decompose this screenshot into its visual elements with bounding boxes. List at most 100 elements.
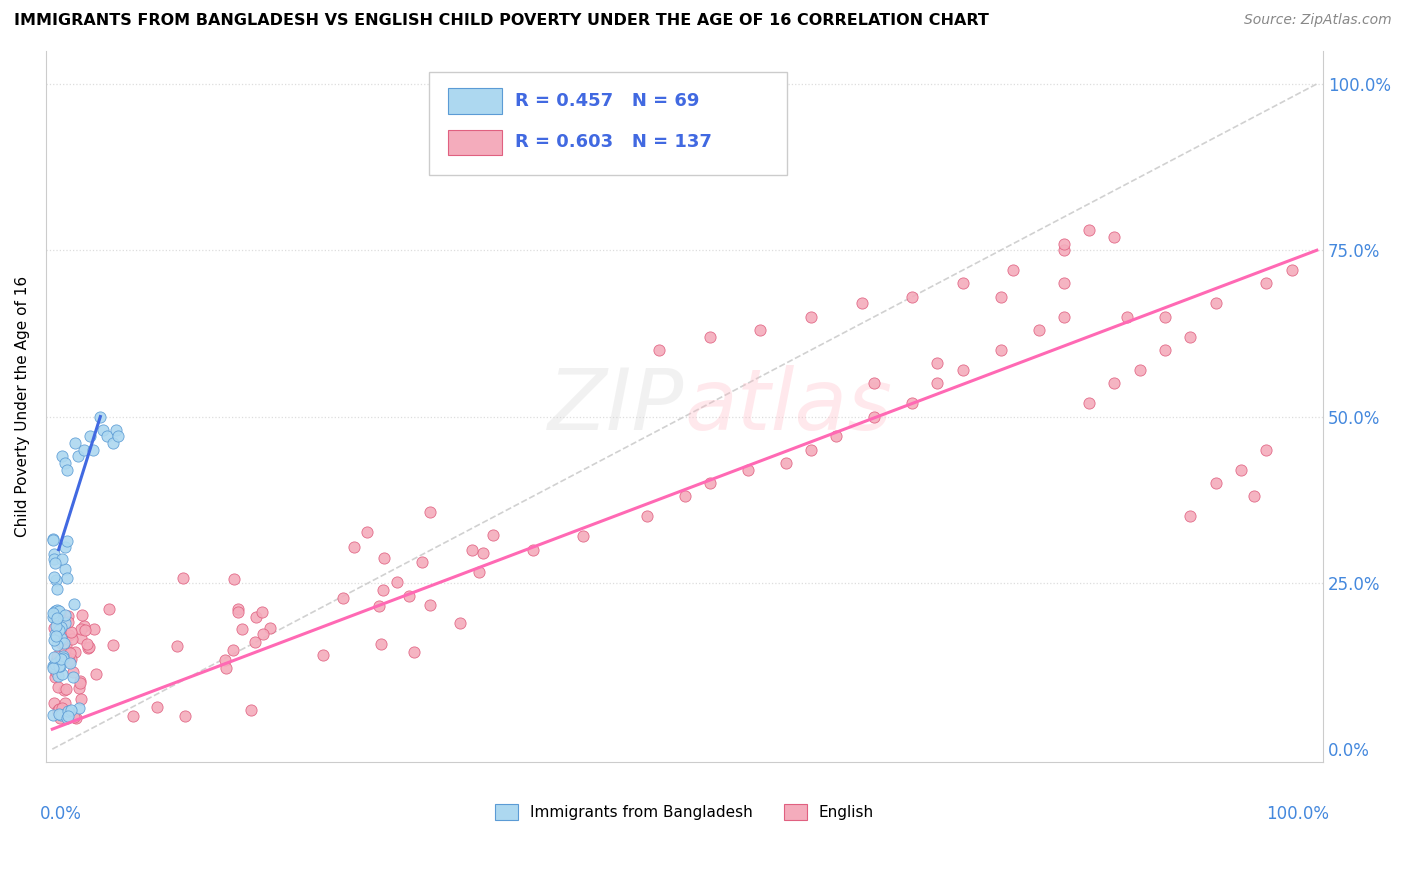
Point xyxy=(51,631,73,645)
Point xyxy=(83,622,105,636)
Point xyxy=(45,574,67,588)
Text: atlas: atlas xyxy=(685,365,893,448)
Point xyxy=(96,429,118,443)
Point xyxy=(1104,376,1126,391)
Point xyxy=(45,654,67,668)
Point xyxy=(84,666,107,681)
Point xyxy=(737,463,759,477)
Point xyxy=(42,660,65,674)
Point xyxy=(699,476,721,491)
Point xyxy=(48,707,70,722)
Point xyxy=(60,652,83,666)
Point xyxy=(45,605,67,619)
Point xyxy=(636,509,658,524)
Point xyxy=(107,429,129,443)
Legend: Immigrants from Bangladesh, English: Immigrants from Bangladesh, English xyxy=(489,797,880,826)
Point xyxy=(222,573,245,587)
Point xyxy=(45,610,67,624)
Point xyxy=(55,711,77,725)
Point xyxy=(63,436,86,450)
Point xyxy=(48,711,70,725)
Point xyxy=(73,619,96,633)
Point xyxy=(42,650,65,665)
Point xyxy=(77,641,100,656)
Text: R = 0.603   N = 137: R = 0.603 N = 137 xyxy=(515,134,711,152)
Point xyxy=(468,565,491,579)
Point xyxy=(49,606,72,620)
Point xyxy=(1053,236,1076,251)
Point xyxy=(69,674,91,689)
Point xyxy=(42,551,65,566)
Point xyxy=(449,615,471,630)
Point xyxy=(58,627,80,641)
Point xyxy=(53,607,76,622)
Point xyxy=(48,669,70,683)
Point xyxy=(42,533,65,548)
Point xyxy=(371,583,394,598)
Point xyxy=(56,463,79,477)
Point xyxy=(46,638,69,652)
Point xyxy=(522,542,544,557)
Point xyxy=(91,423,114,437)
Point xyxy=(46,706,69,720)
Point xyxy=(1028,323,1050,337)
Point xyxy=(69,675,91,690)
Point xyxy=(56,608,79,623)
FancyBboxPatch shape xyxy=(449,129,502,155)
Point xyxy=(461,543,484,558)
Point xyxy=(51,648,73,663)
Point xyxy=(1205,296,1227,310)
Point xyxy=(215,661,238,675)
Point xyxy=(53,683,76,698)
Point xyxy=(356,524,378,539)
Point xyxy=(48,624,70,638)
Point xyxy=(373,550,395,565)
Point xyxy=(45,582,67,596)
Point xyxy=(69,623,91,637)
Point xyxy=(1078,396,1101,410)
Point xyxy=(1256,442,1278,457)
Point xyxy=(1180,509,1202,524)
Point xyxy=(332,591,354,606)
Point xyxy=(245,610,267,624)
Point xyxy=(79,429,101,443)
Point xyxy=(42,532,65,546)
Point xyxy=(1104,230,1126,244)
Point xyxy=(398,589,420,603)
Point xyxy=(49,652,72,666)
Point xyxy=(60,703,83,717)
Point xyxy=(648,343,671,357)
Point xyxy=(48,659,70,673)
Point xyxy=(70,607,93,622)
Y-axis label: Child Poverty Under the Age of 16: Child Poverty Under the Age of 16 xyxy=(15,276,30,537)
Point xyxy=(42,708,65,723)
Point xyxy=(572,529,595,543)
Point xyxy=(243,635,266,649)
Point xyxy=(45,612,67,626)
Point xyxy=(42,658,65,673)
Point xyxy=(42,621,65,635)
Point xyxy=(775,456,797,470)
Point xyxy=(53,540,76,554)
Point xyxy=(63,597,86,611)
FancyBboxPatch shape xyxy=(449,88,502,114)
Point xyxy=(252,627,274,641)
Point xyxy=(51,636,73,650)
Point xyxy=(51,701,73,715)
Point xyxy=(343,540,366,554)
Point xyxy=(98,602,121,616)
Point xyxy=(62,670,84,684)
Point xyxy=(825,429,848,443)
Point xyxy=(240,703,263,717)
Point xyxy=(1129,363,1152,377)
Point xyxy=(44,670,66,684)
Point xyxy=(73,442,96,457)
Point xyxy=(65,711,87,725)
Point xyxy=(58,646,80,660)
Point xyxy=(46,680,69,694)
Point xyxy=(259,622,281,636)
Point xyxy=(146,699,169,714)
Point xyxy=(51,666,73,681)
Point xyxy=(63,645,86,659)
Point xyxy=(482,528,505,542)
